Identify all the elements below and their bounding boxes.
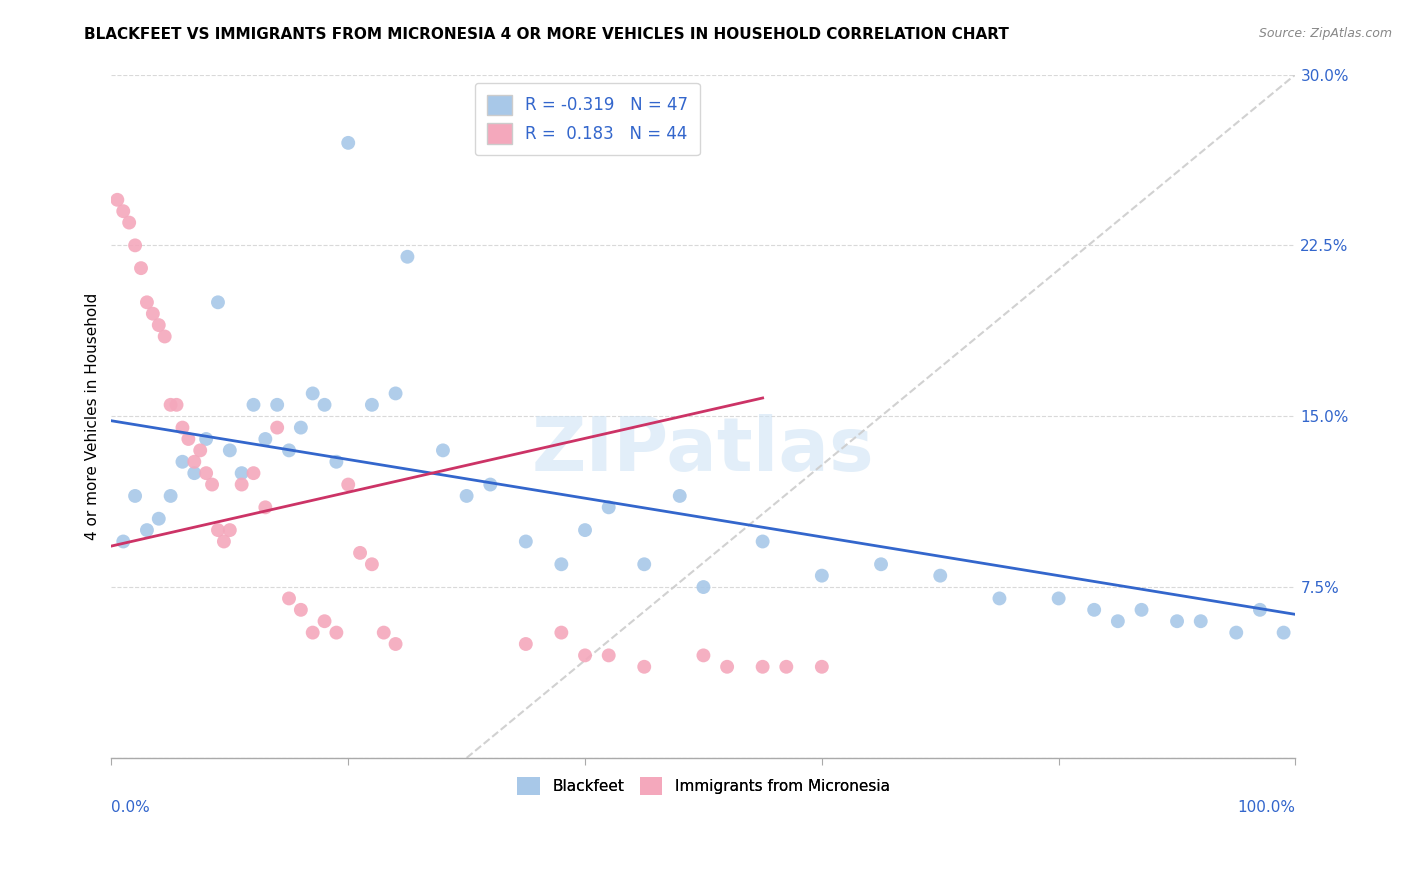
Point	[201, 477, 224, 491]
Point	[266, 420, 288, 434]
Y-axis label: 4 or more Vehicles in Household: 4 or more Vehicles in Household	[86, 293, 100, 540]
Point	[751, 534, 773, 549]
Point	[373, 625, 395, 640]
Point	[112, 204, 135, 219]
Point	[266, 398, 288, 412]
Point	[811, 568, 834, 582]
Point	[148, 512, 170, 526]
Point	[929, 568, 952, 582]
Point	[550, 558, 572, 572]
Point	[136, 523, 159, 537]
Point	[207, 295, 229, 310]
Point	[183, 466, 205, 480]
Point	[325, 455, 347, 469]
Point	[278, 443, 301, 458]
Point	[112, 534, 135, 549]
Point	[142, 307, 165, 321]
Point	[751, 660, 773, 674]
Point	[692, 580, 714, 594]
Point	[172, 455, 194, 469]
Point	[242, 398, 264, 412]
Point	[1189, 614, 1212, 628]
Point	[337, 136, 360, 150]
Point	[988, 591, 1011, 606]
Point	[1107, 614, 1129, 628]
Point	[195, 432, 218, 446]
Point	[456, 489, 478, 503]
Point	[124, 489, 146, 503]
Point	[118, 216, 141, 230]
Point	[148, 318, 170, 332]
Point	[301, 625, 323, 640]
Point	[301, 386, 323, 401]
Point	[254, 432, 277, 446]
Point	[159, 398, 181, 412]
Point	[574, 523, 596, 537]
Point	[105, 193, 128, 207]
Point	[361, 558, 384, 572]
Point	[325, 625, 347, 640]
Point	[1272, 625, 1295, 640]
Point	[633, 660, 655, 674]
Point	[218, 443, 240, 458]
Point	[166, 398, 188, 412]
Point	[479, 477, 502, 491]
Point	[384, 637, 406, 651]
Point	[290, 420, 312, 434]
Text: 100.0%: 100.0%	[1237, 799, 1295, 814]
Point	[775, 660, 797, 674]
Point	[1166, 614, 1188, 628]
Point	[314, 614, 336, 628]
Point	[598, 648, 620, 663]
Point	[207, 523, 229, 537]
Text: ZIPatlas: ZIPatlas	[531, 414, 875, 487]
Point	[1130, 603, 1153, 617]
Point	[1047, 591, 1070, 606]
Point	[337, 477, 360, 491]
Point	[384, 386, 406, 401]
Point	[195, 466, 218, 480]
Point	[396, 250, 419, 264]
Point	[136, 295, 159, 310]
Text: BLACKFEET VS IMMIGRANTS FROM MICRONESIA 4 OR MORE VEHICLES IN HOUSEHOLD CORRELAT: BLACKFEET VS IMMIGRANTS FROM MICRONESIA …	[84, 27, 1010, 42]
Point	[242, 466, 264, 480]
Point	[668, 489, 690, 503]
Point	[1225, 625, 1247, 640]
Point	[1249, 603, 1271, 617]
Point	[231, 477, 253, 491]
Text: Source: ZipAtlas.com: Source: ZipAtlas.com	[1258, 27, 1392, 40]
Point	[153, 329, 176, 343]
Point	[278, 591, 301, 606]
Point	[870, 558, 893, 572]
Point	[212, 534, 235, 549]
Point	[633, 558, 655, 572]
Point	[290, 603, 312, 617]
Point	[231, 466, 253, 480]
Point	[598, 500, 620, 515]
Point	[515, 534, 537, 549]
Point	[183, 455, 205, 469]
Point	[550, 625, 572, 640]
Point	[515, 637, 537, 651]
Point	[159, 489, 181, 503]
Legend: Blackfeet, Immigrants from Micronesia: Blackfeet, Immigrants from Micronesia	[512, 771, 896, 802]
Point	[314, 398, 336, 412]
Point	[361, 398, 384, 412]
Point	[124, 238, 146, 252]
Point	[254, 500, 277, 515]
Point	[692, 648, 714, 663]
Point	[172, 420, 194, 434]
Point	[129, 261, 152, 276]
Point	[188, 443, 211, 458]
Point	[432, 443, 454, 458]
Text: 0.0%: 0.0%	[111, 799, 150, 814]
Point	[811, 660, 834, 674]
Point	[177, 432, 200, 446]
Point	[716, 660, 738, 674]
Point	[574, 648, 596, 663]
Point	[349, 546, 371, 560]
Point	[218, 523, 240, 537]
Point	[1083, 603, 1105, 617]
